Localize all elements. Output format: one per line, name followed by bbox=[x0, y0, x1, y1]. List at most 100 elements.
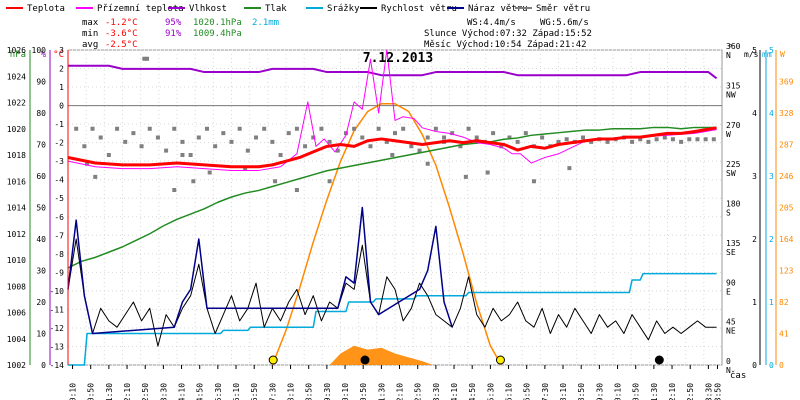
stat-max-pressure: 1020.1hPa bbox=[193, 18, 242, 28]
wind-direction-point bbox=[115, 126, 120, 131]
wind-direction-point bbox=[417, 148, 422, 153]
wind-direction-point bbox=[254, 135, 259, 140]
axis-tick-label: 50 bbox=[36, 204, 46, 213]
axis-x-tick-label: 20:50 bbox=[632, 383, 641, 400]
axis-x-tick-label: 19:30 bbox=[595, 383, 604, 400]
stat-min-label: min bbox=[82, 29, 98, 39]
axis-x-tick-label: 16:10 bbox=[505, 383, 514, 400]
axis-x-tick-label: 10:50 bbox=[359, 383, 368, 400]
axis-tick-label: 3 bbox=[752, 172, 757, 181]
stat-min-temp: -3.6°C bbox=[105, 29, 138, 39]
wind-direction-point bbox=[499, 144, 504, 149]
axis-tick-label: -14 bbox=[50, 361, 65, 370]
axis-tick-label: 369 bbox=[779, 78, 794, 87]
axis-tick-label: -1 bbox=[54, 120, 64, 129]
axis-unit-label: % bbox=[41, 50, 47, 60]
axis-tick-label: 30 bbox=[36, 267, 46, 276]
rise-set-marker bbox=[360, 355, 370, 365]
axis-tick-label: 5 bbox=[769, 46, 774, 55]
series-solar-radiation bbox=[271, 103, 502, 366]
wind-direction-point bbox=[523, 131, 528, 136]
plot-frame bbox=[67, 49, 723, 366]
axis-x-tick-label: 22:10 bbox=[668, 383, 677, 400]
wind-direction-point bbox=[425, 161, 430, 166]
axis-tick-label: 0 bbox=[769, 361, 774, 370]
wind-direction-point bbox=[204, 126, 209, 131]
wind-direction-point bbox=[229, 139, 234, 144]
axis-tick-label: 70 bbox=[36, 141, 46, 150]
axis-tick-label: -5 bbox=[54, 194, 64, 203]
axis-x-tick-label: 17:30 bbox=[541, 383, 550, 400]
axis-tick-label: 1014 bbox=[7, 204, 26, 213]
axis-tick-label: 2 bbox=[59, 65, 64, 74]
wind-direction-point bbox=[425, 135, 430, 140]
axis-x-tick-label: 18:50 bbox=[577, 383, 586, 400]
wind-direction-point bbox=[90, 126, 95, 131]
axis-unit-label: °C bbox=[53, 50, 64, 60]
axis-x-tick-label: 21:30 bbox=[650, 383, 659, 400]
wind-direction-point bbox=[155, 135, 160, 140]
axis-dir-degrees: 90 bbox=[726, 278, 736, 287]
axis-x-tick-label: 05:30 bbox=[214, 383, 223, 400]
wind-direction-point bbox=[319, 126, 324, 131]
wind-direction-point bbox=[196, 135, 201, 140]
axis-mm-unit: mm bbox=[762, 50, 772, 59]
chart-title: 7.12.2013 bbox=[363, 51, 433, 66]
axis-dir-compass: NE bbox=[726, 327, 736, 336]
axis-x-tick-label: 06:50 bbox=[250, 383, 259, 400]
wind-direction-point bbox=[515, 139, 520, 144]
legend-label: Vlhkost bbox=[189, 4, 227, 14]
wind-direction-point bbox=[605, 139, 610, 144]
series-n-raz-v-tru bbox=[67, 206, 453, 335]
axis-tick-label: 2 bbox=[752, 235, 757, 244]
axis-tick-label: 1012 bbox=[7, 230, 26, 239]
axis-tick-label: -9 bbox=[54, 268, 64, 277]
axis-x-tick-label: 09:30 bbox=[323, 383, 332, 400]
series-vlhkost bbox=[68, 64, 718, 80]
wind-direction-point bbox=[711, 137, 716, 142]
wind-direction-point bbox=[695, 137, 700, 142]
axis-x-tick-label: 11:30 bbox=[377, 383, 386, 400]
axis-tick-label: -13 bbox=[50, 342, 65, 351]
wind-direction-point bbox=[172, 126, 177, 131]
wind-direction-point bbox=[93, 174, 98, 179]
axis-tick-label: -2 bbox=[54, 139, 64, 148]
axis-tick-label: 41 bbox=[779, 330, 789, 339]
axis-tick-label: -10 bbox=[50, 287, 65, 296]
wind-direction-point bbox=[237, 126, 242, 131]
axis-tick-label: 82 bbox=[779, 298, 789, 307]
wind-direction-point bbox=[106, 153, 111, 157]
axis-tick-label: 164 bbox=[779, 235, 794, 244]
wind-direction-point bbox=[147, 126, 152, 131]
wind-direction-point bbox=[180, 153, 185, 157]
axis-wm2-unit: W bbox=[780, 50, 785, 59]
axis-x-label: čas bbox=[730, 370, 746, 381]
wind-direction-point bbox=[384, 139, 389, 144]
axis-tick-label: 90 bbox=[36, 78, 46, 87]
axis-tick-label: 40 bbox=[36, 235, 46, 244]
axis-dir-degrees: 225 bbox=[726, 160, 741, 169]
wind-direction-point bbox=[458, 144, 463, 149]
axis-tick-label: -11 bbox=[50, 305, 65, 314]
stat-moon-times: Měsíc Východ:10:54 Západ:21:42 bbox=[424, 40, 587, 50]
axis-dir-compass: E bbox=[726, 287, 731, 296]
axis-tick-label: 2 bbox=[769, 235, 774, 244]
wind-direction-point bbox=[630, 139, 635, 144]
axis-tick-label: 1 bbox=[59, 83, 64, 92]
axis-dir-compass: N bbox=[726, 366, 731, 375]
axis-dir-degrees: 45 bbox=[726, 318, 736, 327]
wind-direction-point bbox=[390, 153, 395, 157]
axis-tick-label: 0 bbox=[41, 361, 46, 370]
axis-tick-label: 1010 bbox=[7, 256, 26, 265]
axis-x-tick-label: 15:30 bbox=[486, 383, 495, 400]
axis-x-tick-label: 12:50 bbox=[414, 383, 423, 400]
wind-direction-point bbox=[188, 153, 193, 157]
wind-direction-point bbox=[303, 144, 308, 149]
wind-direction-point bbox=[98, 135, 103, 140]
axis-x-tick-label: 08:50 bbox=[305, 383, 314, 400]
axis-x-tick-label: 16:50 bbox=[523, 383, 532, 400]
axis-tick-label: 1022 bbox=[7, 99, 26, 108]
wind-direction-point bbox=[556, 139, 561, 144]
wind-direction-point bbox=[131, 131, 136, 136]
